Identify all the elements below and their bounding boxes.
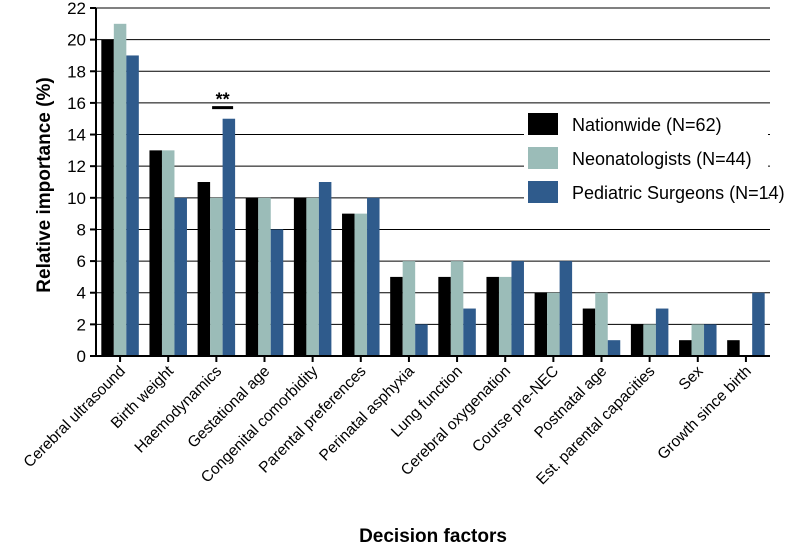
legend-label: Neonatologists (N=44) <box>572 149 752 169</box>
bar <box>704 324 717 356</box>
bar <box>547 292 560 356</box>
y-tick-label: 2 <box>77 315 86 334</box>
bar <box>113 23 127 357</box>
legend-swatch <box>528 113 558 135</box>
bar <box>655 308 669 356</box>
legend-swatch <box>528 181 558 203</box>
y-tick-label: 14 <box>67 126 86 145</box>
x-tick-label: Sex <box>676 363 707 394</box>
bar <box>415 324 428 356</box>
bar <box>534 292 548 356</box>
bar <box>342 213 355 356</box>
bar <box>101 39 114 357</box>
bar <box>126 55 139 357</box>
bar <box>293 197 307 356</box>
x-tick-label: Growth since birth <box>654 363 754 463</box>
legend-background <box>524 177 768 207</box>
x-axis-title: Decision factors <box>359 526 507 544</box>
legend-background <box>524 109 768 139</box>
bar <box>161 150 175 356</box>
significance-label: ** <box>216 90 230 110</box>
bar <box>643 324 656 356</box>
bar <box>306 197 319 356</box>
axes <box>90 7 770 362</box>
bar <box>149 150 162 356</box>
bar <box>174 197 187 356</box>
y-tick-label: 18 <box>67 62 86 81</box>
y-tick-label: 6 <box>77 252 86 271</box>
bar <box>595 292 608 356</box>
y-tick-label: 12 <box>67 157 86 176</box>
bars <box>101 23 765 357</box>
bar <box>486 276 499 356</box>
bar <box>752 292 765 356</box>
legend-label: Pediatric Surgeons (N=14) <box>572 183 785 203</box>
y-tick-label: 0 <box>77 347 86 366</box>
legend-background <box>524 143 768 173</box>
bar <box>450 261 464 356</box>
bar <box>354 213 368 356</box>
bar <box>463 308 476 356</box>
x-tick-label: Haemodynamics <box>132 363 226 457</box>
legend-label: Nationwide (N=62) <box>572 115 722 135</box>
bar <box>607 340 621 356</box>
bar <box>727 340 740 356</box>
bar <box>367 197 380 356</box>
bar <box>197 182 211 356</box>
bar <box>679 340 692 356</box>
bar <box>511 261 524 356</box>
bar <box>402 261 416 356</box>
x-tick-label: Gestational age <box>185 363 274 452</box>
y-axis-title: Relative importance (%) <box>34 77 55 292</box>
y-tick-label: 8 <box>77 220 86 239</box>
y-tick-label: 4 <box>77 284 86 303</box>
bar <box>222 118 236 357</box>
y-tick-label: 22 <box>67 0 86 18</box>
y-tick-label: 20 <box>67 31 86 50</box>
legend-swatch <box>528 147 558 169</box>
bar <box>270 229 284 356</box>
bar <box>691 324 705 356</box>
bar <box>210 197 223 356</box>
y-tick-label: 10 <box>67 189 86 208</box>
annotations: ** <box>212 90 234 110</box>
bar <box>498 276 512 356</box>
y-tick-label: 16 <box>67 94 86 113</box>
bar <box>390 276 403 356</box>
y-tick-labels: 0 2 4 6 8 10 12 14 16 18 20 22 <box>67 0 86 366</box>
x-tick-label: Course pre-NEC <box>469 363 562 456</box>
bar <box>245 197 259 356</box>
bar <box>438 276 451 356</box>
bar <box>318 182 332 356</box>
bar <box>559 261 573 356</box>
bar <box>582 308 596 356</box>
legend: Nationwide (N=62) Neonatologists (N=44) Pe… <box>524 109 785 207</box>
bar <box>630 324 644 356</box>
bar <box>258 197 271 356</box>
